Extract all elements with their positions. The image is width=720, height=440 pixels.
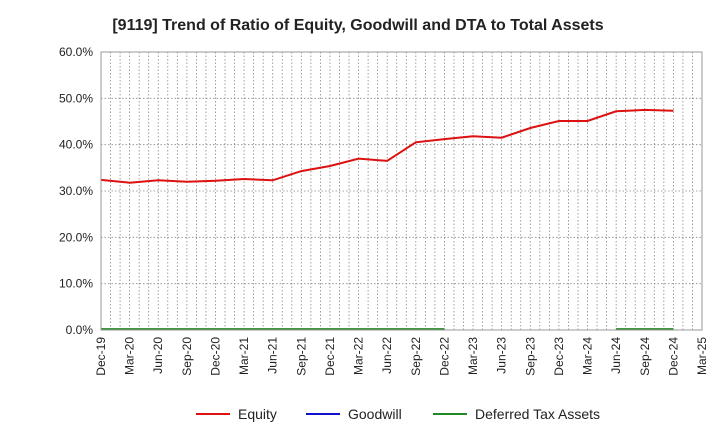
x-tick-label: Mar-24 <box>581 337 595 375</box>
series-lines <box>100 108 674 331</box>
y-axis: 0.0% 10.0% 20.0% 30.0% 40.0% 50.0% 60.0% <box>59 45 93 337</box>
x-tick-label: Dec-24 <box>666 337 680 376</box>
y-tick-label: 50.0% <box>59 91 93 105</box>
x-tick-label: Jun-24 <box>609 337 623 374</box>
legend-label: Deferred Tax Assets <box>475 406 600 422</box>
chart-title: [9119] Trend of Ratio of Equity, Goodwil… <box>112 17 603 34</box>
y-tick-label: 30.0% <box>59 184 93 198</box>
plot-frame <box>100 51 703 331</box>
x-tick-label: Dec-19 <box>94 337 108 376</box>
y-tick-label: 10.0% <box>59 277 93 291</box>
x-tick-label: Sep-24 <box>638 337 652 376</box>
x-tick-label: Mar-22 <box>352 337 366 375</box>
x-tick-label: Sep-22 <box>409 337 423 376</box>
x-tick-label: Jun-22 <box>380 337 394 374</box>
x-tick-label: Dec-21 <box>323 337 337 376</box>
legend-label: Equity <box>238 406 277 422</box>
series-line-equity <box>100 108 674 184</box>
x-tick-label: Jun-21 <box>266 337 280 374</box>
x-tick-label: Sep-23 <box>523 337 537 376</box>
y-tick-label: 60.0% <box>59 45 93 59</box>
x-tick-label: Jun-23 <box>495 337 509 374</box>
x-tick-label: Dec-23 <box>552 337 566 376</box>
x-tick-label: Sep-21 <box>294 337 308 376</box>
x-axis: Dec-19 Mar-20 Jun-20 Sep-20 Dec-20 Mar-21 Jun-… <box>94 337 709 376</box>
grid <box>100 51 703 331</box>
y-tick-label: 0.0% <box>66 323 94 337</box>
legend: Equity Goodwill Deferred Tax Assets <box>196 406 600 422</box>
x-tick-label: Dec-22 <box>437 337 451 376</box>
y-tick-label: 20.0% <box>59 230 93 244</box>
x-tick-label: Dec-20 <box>208 337 222 376</box>
x-tick-label: Jun-20 <box>151 337 165 374</box>
x-tick-label: Mar-20 <box>123 337 137 375</box>
x-tick-label: Mar-23 <box>466 337 480 375</box>
x-tick-label: Mar-21 <box>237 337 251 375</box>
x-tick-label: Sep-20 <box>180 337 194 376</box>
y-tick-label: 40.0% <box>59 138 93 152</box>
legend-label: Goodwill <box>348 406 402 422</box>
x-tick-label: Mar-25 <box>695 337 709 375</box>
